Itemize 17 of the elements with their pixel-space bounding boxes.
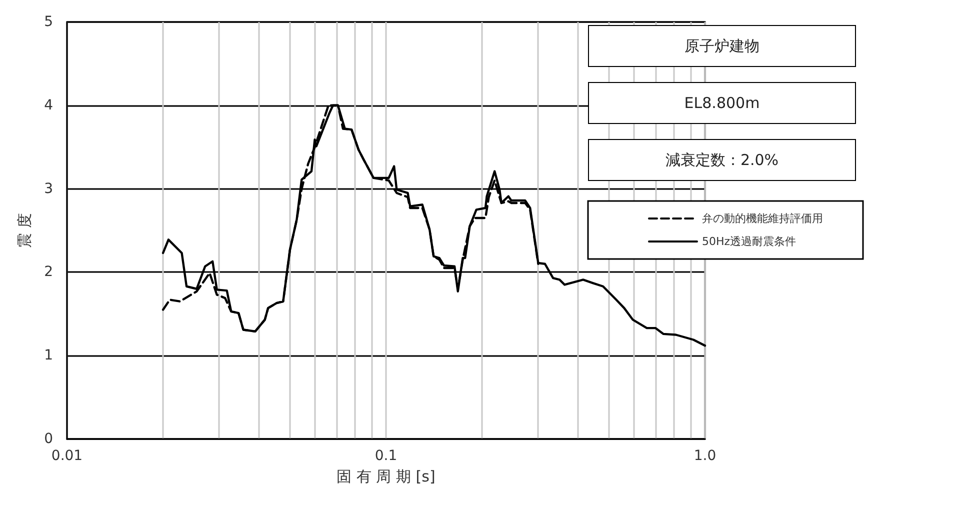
x-tick-label: 0.01 [51, 448, 83, 464]
y-tick-label: 3 [44, 180, 53, 197]
y-tick-label: 1 [44, 348, 53, 364]
annotation: 減衰定数：2.0% [665, 150, 779, 170]
x-tick-label: 1.0 [694, 448, 716, 464]
y-tick-label: 0 [44, 431, 53, 447]
legend-label: 50Hz透過耐震条件 [702, 235, 796, 248]
caption-box: 原子炉建物 [588, 25, 856, 67]
x-axis-title: 固 有 周 期 [s] [336, 468, 436, 486]
caption-box: 減衰定数：2.0% [588, 139, 856, 181]
caption-box: EL8.800m [588, 82, 856, 124]
y-axis-title: 震 度 [16, 213, 34, 248]
y-tick-label: 4 [44, 97, 54, 114]
x-tick-label: 0.1 [374, 448, 398, 464]
legend-label: 弁の動的機能維持評価用 [702, 212, 823, 225]
y-tick-label: 5 [44, 14, 53, 30]
y-tick-label: 2 [44, 264, 53, 280]
